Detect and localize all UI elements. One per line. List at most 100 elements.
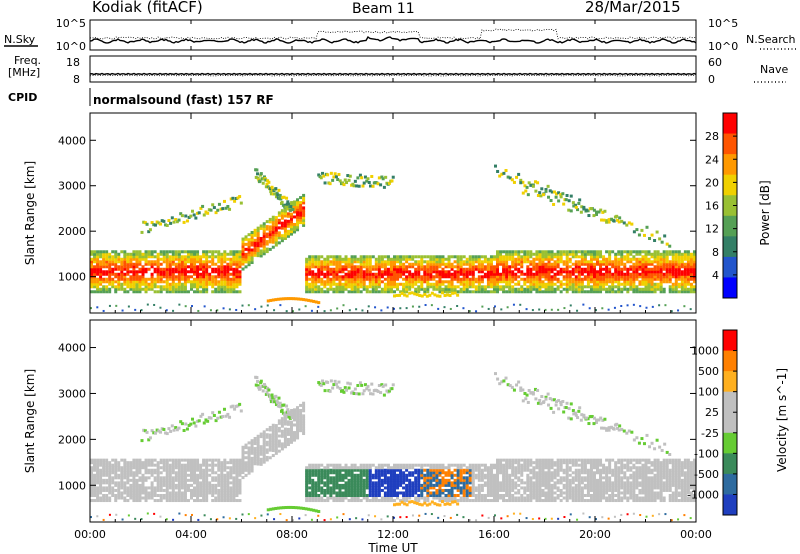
velocity-cell	[247, 466, 251, 470]
power-cell	[141, 257, 145, 261]
velocity-cell	[477, 499, 481, 503]
power-cell	[614, 280, 618, 284]
power-cell	[531, 184, 535, 188]
power-cell	[535, 282, 539, 286]
power-cell	[506, 306, 509, 309]
velocity-cell	[214, 471, 218, 475]
power-cell	[238, 260, 242, 264]
freq-tick-high: 18	[66, 56, 80, 69]
power-cell	[353, 275, 357, 279]
power-cell	[281, 203, 285, 207]
power-cell	[159, 272, 163, 276]
velocity-cell	[232, 468, 236, 472]
velocity-cell	[159, 493, 163, 497]
power-cell	[129, 257, 133, 261]
power-cell	[399, 257, 403, 261]
velocity-cell	[311, 471, 315, 475]
velocity-cell	[256, 454, 260, 458]
velocity-cell	[353, 481, 357, 485]
power-cell	[305, 280, 309, 284]
power-cell	[380, 309, 383, 312]
velocity-cell	[280, 417, 284, 421]
power-cell	[656, 257, 660, 261]
power-cell	[238, 262, 242, 266]
velocity-cell	[432, 463, 436, 467]
power-cell	[332, 255, 336, 259]
power-cell	[644, 257, 648, 261]
velocity-cell	[420, 486, 424, 490]
velocity-cell	[274, 439, 278, 443]
velocity-cell	[468, 486, 472, 490]
velocity-cell	[499, 468, 503, 472]
velocity-cell	[377, 491, 381, 495]
velocity-cell	[311, 493, 315, 497]
power-cell	[217, 265, 221, 269]
power-cell	[132, 262, 136, 266]
power-cell	[241, 267, 245, 271]
nsky-label: N.Sky	[4, 33, 36, 46]
power-cell	[659, 270, 663, 274]
power-cell	[602, 280, 606, 284]
power-cell	[383, 262, 387, 266]
power-cell	[683, 257, 687, 261]
velocity-cell	[308, 471, 312, 475]
power-cell	[162, 285, 166, 289]
velocity-cell	[456, 476, 460, 480]
velocity-cell	[250, 444, 254, 448]
power-cell	[289, 232, 293, 236]
velocity-cell	[229, 473, 233, 477]
velocity-cell	[377, 483, 381, 487]
velocity-cell	[99, 458, 103, 462]
power-cell	[183, 290, 187, 294]
power-cell	[617, 267, 621, 271]
velocity-cell	[338, 488, 342, 492]
velocity-cell	[499, 466, 503, 470]
power-cell	[505, 267, 509, 271]
power-cell	[535, 277, 539, 281]
power-cell	[326, 277, 330, 281]
power-cell	[289, 205, 293, 209]
velocity-cell	[386, 483, 390, 487]
velocity-cell	[492, 476, 496, 480]
power-cell	[468, 267, 472, 271]
velocity-cell	[311, 473, 315, 477]
power-cell	[538, 265, 542, 269]
velocity-cell	[326, 499, 330, 503]
velocity-cell	[338, 471, 342, 475]
power-cell	[405, 255, 409, 259]
power-cell	[544, 250, 548, 254]
power-cell	[535, 285, 539, 289]
power-cell	[674, 260, 678, 264]
velocity-cell	[441, 478, 445, 482]
power-cell	[153, 280, 157, 284]
velocity-cell	[371, 499, 375, 503]
velocity-cell	[138, 463, 142, 467]
power-cell	[194, 216, 198, 220]
velocity-cell	[171, 486, 175, 490]
velocity-cell	[186, 486, 190, 490]
velocity-cell	[196, 461, 200, 465]
power-cell	[689, 285, 693, 289]
velocity-cell	[353, 496, 357, 500]
power-cell	[356, 275, 360, 279]
velocity-cell	[356, 486, 360, 490]
velocity-cell	[238, 461, 242, 465]
velocity-cell	[353, 491, 357, 495]
power-cell	[623, 275, 627, 279]
power-cell	[314, 285, 318, 289]
power-cell	[692, 255, 696, 259]
power-cell	[574, 287, 578, 291]
power-cell	[329, 260, 333, 264]
power-cell	[637, 233, 641, 237]
power-cell	[620, 275, 624, 279]
velocity-cell	[93, 488, 97, 492]
velocity-cell	[341, 486, 345, 490]
power-cell	[514, 250, 518, 254]
power-cell	[338, 265, 342, 269]
power-cell	[525, 308, 528, 311]
velocity-cell	[332, 471, 336, 475]
power-cell	[177, 287, 181, 291]
velocity-cell	[447, 478, 451, 482]
velocity-cell	[305, 496, 309, 500]
velocity-cell	[365, 486, 369, 490]
